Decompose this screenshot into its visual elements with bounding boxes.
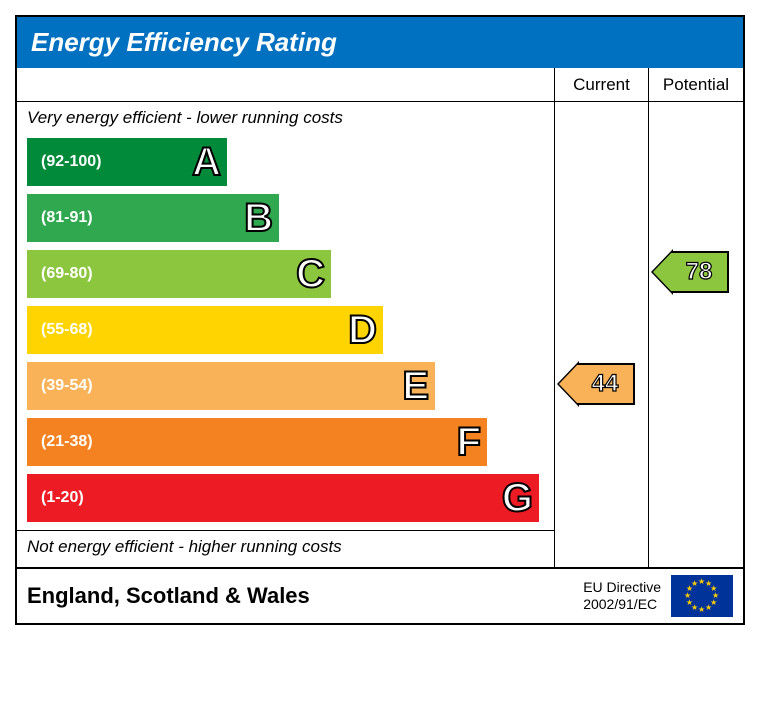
- band-range-b: (81-91): [27, 209, 93, 227]
- band-letter-c: C: [296, 252, 325, 297]
- chart-title: Energy Efficiency Rating: [17, 17, 743, 68]
- band-row-a: (92-100) A: [17, 134, 554, 190]
- band-row-e: (39-54) E: [17, 358, 554, 414]
- band-bar-b: (81-91) B: [27, 194, 279, 242]
- band-bar-c: (69-80) C: [27, 250, 331, 298]
- eu-flag-icon: ★★★★★★★★★★★★: [671, 575, 733, 617]
- band-range-f: (21-38): [27, 433, 93, 451]
- band-range-c: (69-80): [27, 265, 93, 283]
- band-letter-d: D: [348, 308, 377, 353]
- header-current: Current: [555, 68, 649, 101]
- band-range-e: (39-54): [27, 377, 93, 395]
- eu-star: ★: [698, 605, 705, 614]
- band-bar-a: (92-100) A: [27, 138, 227, 186]
- current-pointer: 44: [559, 363, 635, 405]
- band-range-a: (92-100): [27, 153, 101, 171]
- epc-chart: Energy Efficiency Rating Current Potenti…: [15, 15, 745, 625]
- band-row-g: (1-20) G: [17, 470, 554, 526]
- band-bar-f: (21-38) F: [27, 418, 487, 466]
- current-pointer-value: 44: [592, 370, 619, 398]
- bars-column: Very energy efficient - lower running co…: [17, 102, 555, 567]
- band-letter-b: B: [244, 196, 273, 241]
- footer: England, Scotland & Wales EU Directive 2…: [17, 567, 743, 623]
- band-row-f: (21-38) F: [17, 414, 554, 470]
- directive-line-1: EU Directive: [583, 579, 661, 596]
- band-row-d: (55-68) D: [17, 302, 554, 358]
- bottom-efficiency-label: Not energy efficient - higher running co…: [17, 530, 554, 563]
- eu-star: ★: [705, 603, 712, 612]
- potential-column: 78: [649, 102, 743, 567]
- band-letter-a: A: [192, 140, 221, 185]
- band-bar-g: (1-20) G: [27, 474, 539, 522]
- header-spacer: [17, 68, 555, 101]
- header-potential: Potential: [649, 68, 743, 101]
- potential-pointer-value: 78: [686, 258, 713, 286]
- footer-directive: EU Directive 2002/91/EC: [583, 579, 661, 613]
- potential-pointer: 78: [653, 251, 729, 293]
- band-row-b: (81-91) B: [17, 190, 554, 246]
- header-row: Current Potential: [17, 68, 743, 102]
- band-range-d: (55-68): [27, 321, 93, 339]
- band-row-c: (69-80) C: [17, 246, 554, 302]
- current-column: 44: [555, 102, 649, 567]
- band-range-g: (1-20): [27, 489, 84, 507]
- band-bar-e: (39-54) E: [27, 362, 435, 410]
- band-letter-e: E: [402, 364, 429, 409]
- footer-region: England, Scotland & Wales: [27, 583, 583, 609]
- directive-line-2: 2002/91/EC: [583, 596, 661, 613]
- body-row: Very energy efficient - lower running co…: [17, 102, 743, 567]
- top-efficiency-label: Very energy efficient - lower running co…: [17, 108, 554, 134]
- band-letter-f: F: [457, 420, 481, 465]
- eu-star: ★: [691, 579, 698, 588]
- band-letter-g: G: [502, 476, 533, 521]
- band-bar-d: (55-68) D: [27, 306, 383, 354]
